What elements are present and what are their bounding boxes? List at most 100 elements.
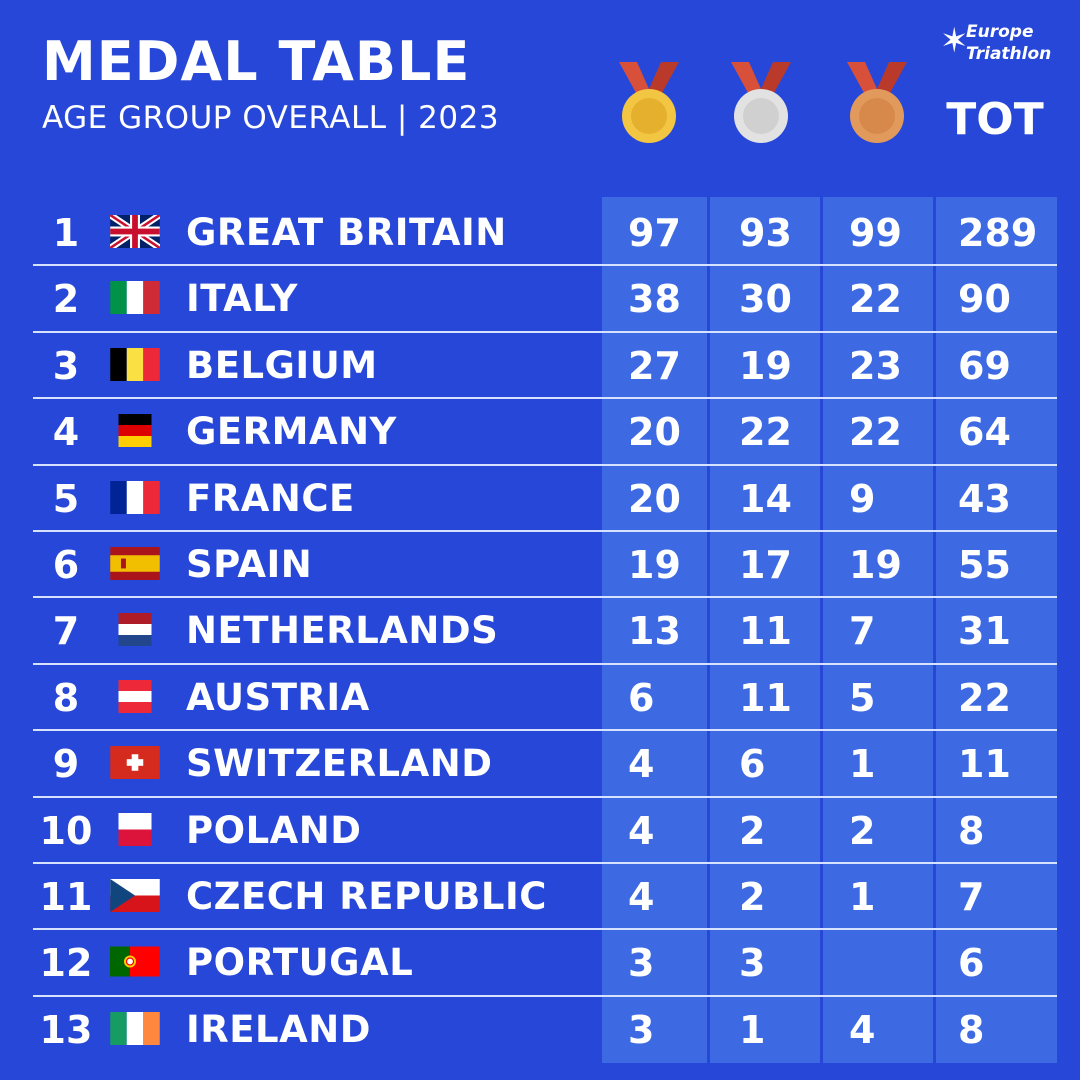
silver-medal-icon (725, 62, 797, 144)
row-divider (33, 662, 1057, 665)
logo-text-line2: Triathlon (966, 44, 1052, 64)
bronze-count: 22 (849, 277, 902, 322)
gold-count: 4 (628, 742, 655, 787)
gold-medal-icon (613, 62, 685, 144)
rank-cell: 11 (39, 875, 93, 919)
row-divider (33, 530, 1057, 532)
gold-count: 97 (628, 211, 681, 255)
table-row: 1 GREAT BRITAIN 97 93 99 289 (0, 200, 1080, 266)
page-title: MEDAL TABLE (42, 30, 471, 93)
total-count: 64 (958, 410, 1011, 455)
total-column-background (936, 197, 1057, 1063)
total-count: 289 (958, 211, 1038, 255)
gold-count: 20 (628, 410, 681, 455)
bronze-count: 4 (849, 1007, 876, 1052)
row-divider (33, 397, 1057, 400)
row-divider (33, 795, 1057, 798)
gold-count: 6 (628, 675, 655, 720)
table-row: 12 PORTUGAL 3 3 6 (0, 930, 1080, 996)
gold-count: 27 (628, 343, 681, 388)
table-row: 7 NETHERLANDS 13 11 7 31 (0, 598, 1080, 664)
flag-portugal-icon (110, 945, 160, 978)
row-divider (33, 928, 1057, 931)
country-name: PORTUGAL (186, 941, 414, 985)
gold-count: 3 (628, 1007, 655, 1052)
table-row: 4 GERMANY 20 22 22 64 (0, 399, 1080, 465)
row-divider (33, 994, 1057, 997)
rank-cell: 13 (39, 1007, 93, 1052)
country-name: FRANCE (186, 476, 355, 520)
bronze-count: 9 (849, 476, 876, 521)
table-row: 3 BELGIUM 27 19 23 69 (0, 333, 1080, 399)
silver-count: 93 (739, 211, 792, 255)
silver-count: 14 (739, 476, 792, 521)
rank-cell: 5 (52, 476, 80, 521)
country-name: GREAT BRITAIN (186, 211, 507, 254)
bronze-count: 7 (849, 609, 876, 654)
flag-italy-icon (110, 281, 160, 315)
bronze-column-background (823, 197, 933, 1063)
country-name: NETHERLANDS (186, 609, 499, 653)
europe-triathlon-logo: ✶ Europe Triathlon (940, 18, 1060, 70)
row-divider (33, 862, 1057, 864)
logo-text-line1: Europe (966, 22, 1034, 42)
silver-count: 22 (739, 410, 792, 455)
flag-france-icon (110, 480, 160, 514)
page-subtitle: AGE GROUP OVERALL | 2023 (42, 100, 500, 136)
star-icon: ✶ (940, 21, 969, 61)
bronze-medal-icon (841, 62, 913, 144)
bronze-count: 23 (849, 343, 902, 388)
flag-great-britain-icon (110, 215, 160, 248)
silver-count: 3 (739, 941, 766, 986)
flag-switzerland-icon (110, 746, 160, 780)
gold-count: 3 (628, 941, 655, 986)
table-row: 11 CZECH REPUBLIC 4 2 1 7 (0, 864, 1080, 930)
silver-count: 17 (739, 543, 792, 587)
rank-cell: 9 (52, 742, 80, 787)
silver-count: 11 (739, 609, 792, 654)
table-row: 8 AUSTRIA 6 11 5 22 (0, 665, 1080, 731)
total-count: 7 (958, 875, 985, 919)
gold-count: 19 (628, 543, 681, 587)
bronze-count: 22 (849, 410, 902, 455)
silver-count: 6 (739, 742, 766, 787)
table-row: 9 SWITZERLAND 4 6 1 11 (0, 731, 1080, 797)
silver-count: 30 (739, 277, 792, 322)
table-row: 13 IRELAND 3 1 4 8 (0, 997, 1080, 1063)
flag-netherlands-icon (110, 613, 160, 647)
rank-cell: 12 (39, 941, 93, 986)
flag-czech-republic-icon (110, 879, 160, 912)
rank-cell: 7 (52, 609, 80, 654)
silver-column-background (710, 197, 820, 1063)
rank-cell: 6 (52, 543, 80, 587)
total-count: 43 (958, 476, 1011, 521)
gold-count: 38 (628, 277, 681, 322)
bronze-count: 99 (849, 211, 902, 255)
silver-count: 1 (739, 1007, 766, 1052)
total-count: 90 (958, 277, 1011, 322)
bronze-count: 1 (849, 875, 876, 919)
total-count: 31 (958, 609, 1011, 654)
flag-germany-icon (110, 414, 160, 448)
row-divider (33, 463, 1057, 466)
country-name: SPAIN (186, 543, 313, 586)
country-name: SWITZERLAND (186, 742, 493, 786)
silver-count: 11 (739, 675, 792, 720)
country-name: CZECH REPUBLIC (186, 875, 547, 918)
country-name: BELGIUM (186, 343, 378, 387)
table-row: 6 SPAIN 19 17 19 55 (0, 532, 1080, 598)
table-row: 5 FRANCE 20 14 9 43 (0, 466, 1080, 532)
total-count: 8 (958, 1007, 985, 1052)
gold-count: 4 (628, 875, 655, 919)
total-count: 55 (958, 543, 1011, 587)
row-divider (33, 596, 1057, 599)
flag-austria-icon (110, 679, 160, 713)
total-count: 6 (958, 941, 985, 986)
silver-count: 2 (739, 875, 766, 919)
country-name: IRELAND (186, 1007, 371, 1051)
country-name: GERMANY (186, 410, 397, 454)
bronze-count: 1 (849, 742, 876, 787)
table-row: 10 POLAND 4 2 2 8 (0, 798, 1080, 864)
flag-belgium-icon (110, 347, 160, 381)
country-name: POLAND (186, 808, 362, 852)
